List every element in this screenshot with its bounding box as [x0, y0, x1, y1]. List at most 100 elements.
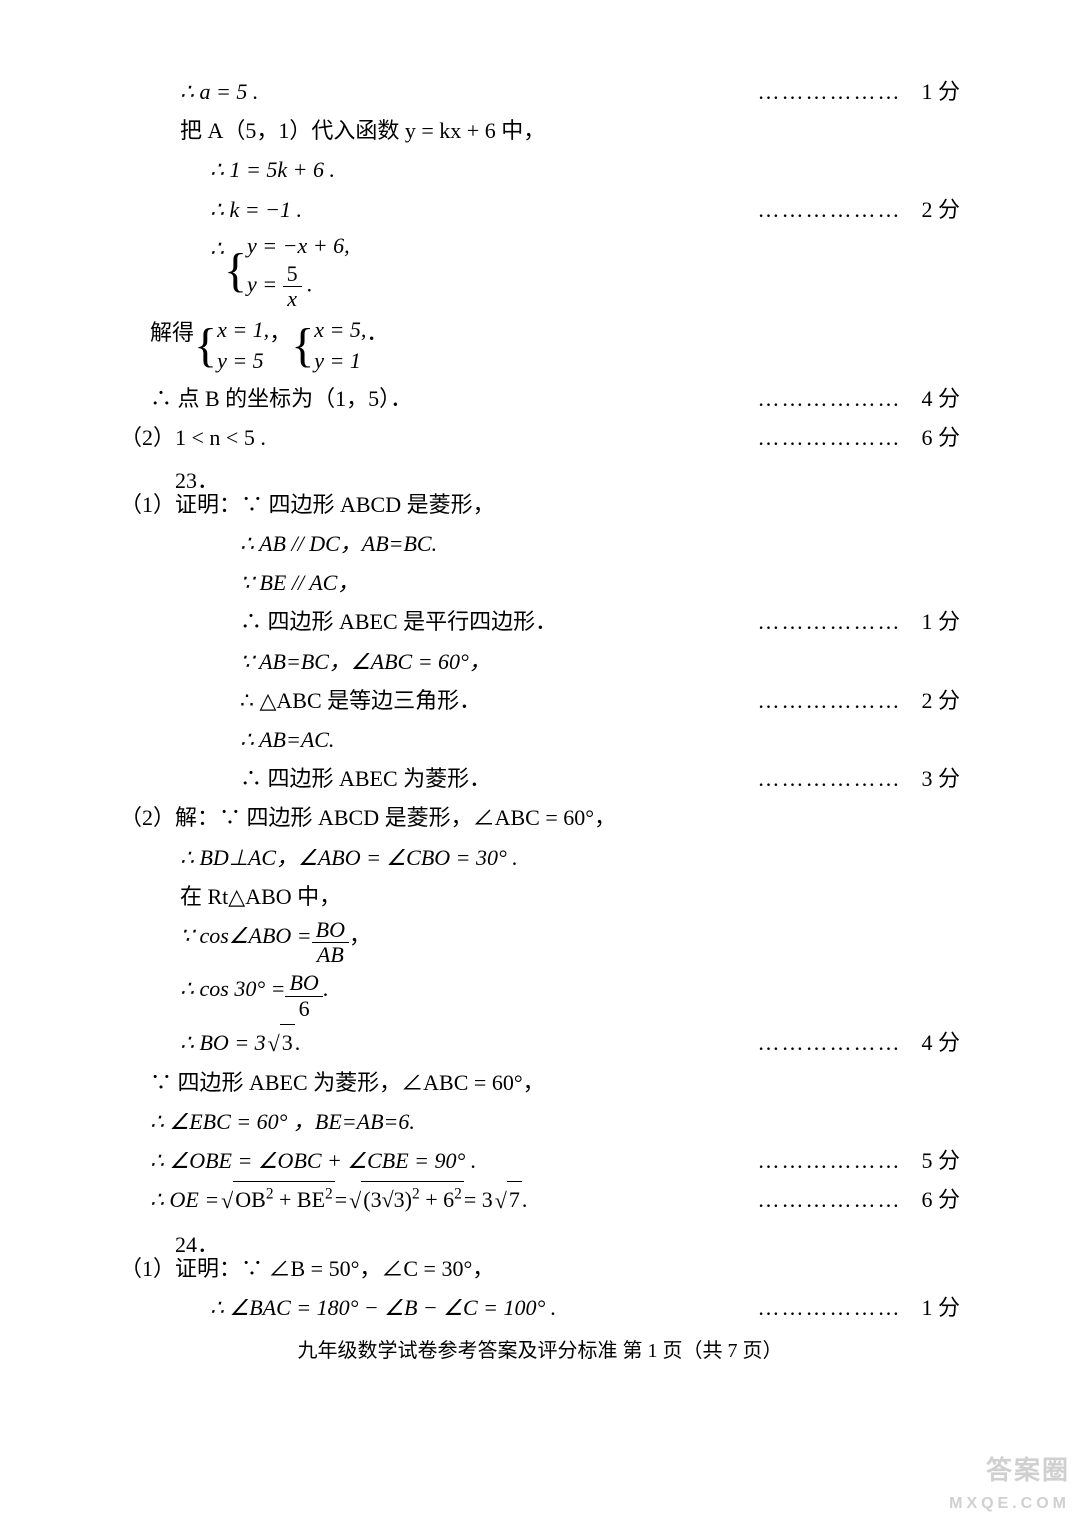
q23-abec-rhombus: ∴ 四边形 ABEC 为菱形． ……………… 3 分: [120, 761, 960, 796]
pre: ∴ OE =: [150, 1182, 219, 1217]
left-brace-icon: {: [194, 322, 217, 370]
sqrt-content: 3: [280, 1024, 295, 1060]
sol1-bot: y = 5: [217, 346, 269, 377]
sys-bot-post: .: [307, 271, 313, 296]
text: 把 A（5，1）代入函数 y = kx + 6 中，: [180, 113, 545, 148]
text: ∵ 四边形 ABEC 为菱形，∠ABC = 60°，: [150, 1065, 545, 1100]
fraction-den: 6: [285, 997, 322, 1021]
sol2-top: x = 5,: [314, 315, 366, 346]
q23-oe-result: ∴ OE = OB2 + BE2 = (3√3)2 + 62 = 3 7 . ……: [120, 1182, 960, 1218]
q23-2-solve: （2）解：∵ 四边形 ABCD 是菱形，∠ABC = 60°，: [120, 800, 960, 835]
score-dots: ………………: [757, 381, 901, 416]
line-substitute: 把 A（5，1）代入函数 y = kx + 6 中，: [120, 113, 960, 148]
q23-cos-abo: ∵ cos∠ABO = BO AB ，: [120, 918, 960, 967]
q23-bo-3sqrt3: ∴ BO = 3 3 . ……………… 4 分: [120, 1025, 960, 1061]
page-footer: 九年级数学试卷参考答案及评分标准 第 1 页（共 7 页）: [120, 1335, 960, 1367]
fraction-num: 5: [283, 262, 302, 287]
q23-abec-parallelogram: ∴ 四边形 ABEC 是平行四边形． ……………… 1 分: [120, 604, 960, 639]
q23-abec-60: ∵ 四边形 ABEC 为菱形，∠ABC = 60°，: [120, 1065, 960, 1100]
line-solutions: 解得 { x = 1, y = 5 ， { x = 5, y = 1 ．: [120, 315, 960, 377]
jiede: 解得: [150, 315, 194, 350]
score-2b: 2 分: [921, 683, 960, 718]
line-1-eq-5k6: ∴ 1 = 5k + 6 .: [120, 152, 960, 187]
mid: =: [335, 1182, 347, 1217]
pre: ∵ cos∠ABO =: [180, 918, 312, 953]
sqrt-expand: (3√3)2 + 62: [347, 1182, 464, 1218]
q23-be-parallel: ∵ BE // AC，: [120, 565, 960, 600]
q23-bd-perp: ∴ BD⊥AC，∠ABO = ∠CBO = 30° .: [120, 840, 960, 875]
score-3b: 3 分: [921, 761, 960, 796]
sqrt-7: 7: [493, 1182, 522, 1218]
text: ∴ 四边形 ABEC 是平行四边形．: [240, 604, 557, 639]
q23-rt-abo: 在 Rt△ABO 中，: [120, 879, 960, 914]
left-brace-icon: {: [224, 247, 247, 295]
q23-obe-90: ∴ ∠OBE = ∠OBC + ∠CBE = 90° . ……………… 5 分: [120, 1143, 960, 1178]
fraction-num: BO: [285, 971, 322, 996]
text: ∵ AB=BC，∠ABC = 60°，: [240, 644, 491, 679]
watermark-top: 答案圈: [986, 1455, 1070, 1485]
end: ．: [366, 315, 388, 350]
line-system: ∴ { y = −x + 6, y = 5 x .: [120, 231, 960, 311]
math-text: ∴ 1 = 5k + 6 .: [210, 152, 335, 187]
q23-cos-30: ∴ cos 30° = BO 6 .: [120, 971, 960, 1020]
text: 在 Rt△ABO 中，: [180, 879, 341, 914]
text: ∴ 四边形 ABEC 为菱形．: [240, 761, 491, 796]
sys-bot-pre: y =: [247, 271, 283, 296]
text: ∴ ∠BAC = 180° − ∠B − ∠C = 100° .: [210, 1290, 556, 1325]
pre: ∴ cos 30° =: [180, 971, 285, 1006]
math-text: ∴ k = −1 .: [210, 192, 302, 227]
fraction-5-over-x: 5 x: [283, 262, 302, 311]
sqrt-3: 3: [266, 1025, 295, 1061]
score-6b: 6 分: [921, 1182, 960, 1217]
line-part2-range: （2）1 < n < 5 . ……………… 6 分: [120, 420, 960, 455]
score-1b: 1 分: [921, 604, 960, 639]
sqrt-content: 7: [507, 1181, 522, 1217]
text: ∴ AB=AC.: [240, 722, 334, 757]
score-1: 1 分: [921, 74, 960, 109]
solution-2: { x = 5, y = 1: [291, 315, 366, 377]
post: .: [295, 1025, 301, 1060]
sys-top: y = −x + 6,: [247, 231, 350, 262]
line-a-eq-5: ∴ a = 5 . ……………… 1 分: [120, 74, 960, 109]
q23-abc-equilateral: ∴ △ABC 是等边三角形． ……………… 2 分: [120, 683, 960, 718]
sys-bot: y = 5 x .: [247, 262, 350, 311]
q23-ab-bc-60: ∵ AB=BC，∠ABC = 60°，: [120, 644, 960, 679]
score-dots: ………………: [757, 683, 901, 718]
score-dots: ………………: [757, 420, 901, 455]
q23-ab-parallel: ∴ AB // DC，AB=BC.: [120, 526, 960, 561]
text: ∴ AB // DC，AB=BC.: [240, 526, 437, 561]
brace-system: { y = −x + 6, y = 5 x .: [224, 231, 350, 311]
fraction-num: BO: [312, 918, 349, 943]
score-dots: ………………: [757, 74, 901, 109]
score-dots: ………………: [757, 761, 901, 796]
solution-1: { x = 1, y = 5: [194, 315, 269, 377]
q23-1-proof: （1）证明：∵ 四边形 ABCD 是菱形，: [120, 487, 960, 522]
eq: = 3: [464, 1182, 493, 1217]
text: ∴ ∠OBE = ∠OBC + ∠CBE = 90° .: [150, 1143, 476, 1178]
text: ∴ BD⊥AC，∠ABO = ∠CBO = 30° .: [180, 840, 518, 875]
sqrt-content: (3√3)2 + 62: [361, 1181, 464, 1217]
left-brace-icon: {: [291, 322, 314, 370]
math-text: ∴ a = 5 .: [180, 74, 258, 109]
text: ∴ 点 B 的坐标为（1，5）．: [150, 381, 412, 416]
pre: ∴ BO = 3: [180, 1025, 266, 1060]
watermark: 答案圈 MXQE.COM: [949, 1450, 1070, 1517]
score-4: 4 分: [921, 381, 960, 416]
text: ∵ BE // AC，: [240, 565, 359, 600]
fraction-bo-ab: BO AB: [312, 918, 349, 967]
text: ∴ ∠EBC = 60° ，BE=AB=6.: [150, 1104, 415, 1139]
score-2: 2 分: [921, 192, 960, 227]
fraction-bo-6: BO 6: [285, 971, 322, 1020]
score-dots: ………………: [757, 1025, 901, 1060]
q24-bac-100: ∴ ∠BAC = 180° − ∠B − ∠C = 100° . ……………… …: [120, 1290, 960, 1325]
page: ∴ a = 5 . ……………… 1 分 把 A（5，1）代入函数 y = kx…: [0, 0, 1080, 1527]
qnum-24: 24．: [175, 1227, 219, 1262]
fraction-den: AB: [312, 943, 349, 967]
sqrt-ob2-be2: OB2 + BE2: [219, 1182, 335, 1218]
sqrt-content: OB2 + BE2: [233, 1181, 335, 1217]
fraction-den: x: [283, 287, 302, 311]
watermark-url: MXQE.COM: [949, 1491, 1070, 1517]
score-dots: ………………: [757, 1182, 901, 1217]
score-1c: 1 分: [921, 1290, 960, 1325]
sol2-bot: y = 1: [314, 346, 366, 377]
